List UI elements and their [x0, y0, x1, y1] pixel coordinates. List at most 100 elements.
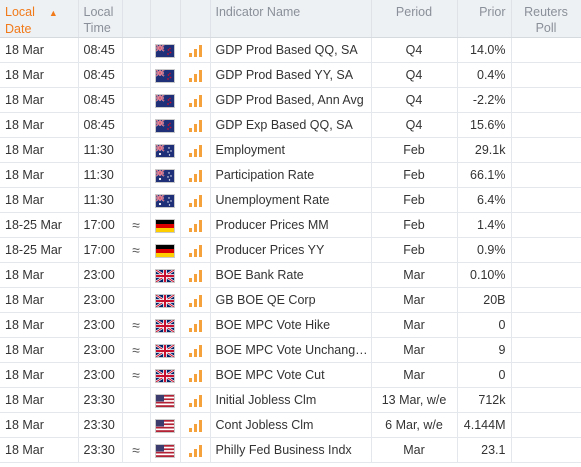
- column-header-indicator[interactable]: Indicator Name: [210, 0, 372, 38]
- table-row[interactable]: 18 Mar 11:30 Unemployment Rate Feb 6.4%: [0, 187, 581, 213]
- cell-period: Mar: [371, 437, 458, 463]
- cell-time: 17:00: [78, 212, 123, 238]
- header-reuters-line1: Reuters: [524, 5, 568, 19]
- australia-flag-icon: [155, 194, 175, 209]
- cell-date: 18 Mar: [0, 337, 79, 363]
- cell-time: 23:00: [78, 337, 123, 363]
- table-row[interactable]: 18 Mar 23:00 ≈ BOE MPC Vote Cut Mar 0: [0, 362, 581, 388]
- cell-importance: [180, 262, 211, 288]
- cell-importance: [180, 37, 211, 63]
- cell-prior: 1.4%: [457, 212, 512, 238]
- cell-reuters-poll: [511, 362, 581, 388]
- cell-indicator-name[interactable]: Philly Fed Business Indx: [210, 437, 372, 463]
- cell-period: Q4: [371, 62, 458, 88]
- cell-date: 18 Mar: [0, 87, 79, 113]
- germany-flag-icon: [155, 219, 175, 234]
- cell-importance: [180, 187, 211, 213]
- cell-prior: 23.1: [457, 437, 512, 463]
- table-row[interactable]: 18 Mar 08:45 GDP Prod Based YY, SA Q4 0.4%: [0, 62, 581, 88]
- column-header-local-time[interactable]: Local Time: [78, 0, 123, 38]
- cell-indicator-name[interactable]: GDP Prod Based QQ, SA: [210, 37, 372, 63]
- cell-prior: 0: [457, 362, 512, 388]
- column-header-period[interactable]: Period: [371, 0, 458, 38]
- cell-indicator-name[interactable]: GDP Exp Based QQ, SA: [210, 112, 372, 138]
- cell-time: 11:30: [78, 187, 123, 213]
- table-row[interactable]: 18-25 Mar 17:00 ≈ Producer Prices YY Feb 0.9%: [0, 237, 581, 263]
- cell-prior: 66.1%: [457, 162, 512, 188]
- cell-indicator-name[interactable]: BOE Bank Rate: [210, 262, 372, 288]
- cell-indicator-name[interactable]: Unemployment Rate: [210, 187, 372, 213]
- cell-prior: 6.4%: [457, 187, 512, 213]
- cell-indicator-name[interactable]: GB BOE QE Corp: [210, 287, 372, 313]
- cell-reuters-poll: [511, 187, 581, 213]
- table-row[interactable]: 18 Mar 08:45 GDP Prod Based QQ, SA Q4 14.0%: [0, 37, 581, 63]
- table-row[interactable]: 18 Mar 23:00 ≈ BOE MPC Vote Unchang… Mar 9: [0, 337, 581, 363]
- cell-indicator-name[interactable]: BOE MPC Vote Unchang…: [210, 337, 372, 363]
- cell-period: Mar: [371, 312, 458, 338]
- table-row[interactable]: 18 Mar 11:30 Employment Feb 29.1k: [0, 137, 581, 163]
- cell-prior: -2.2%: [457, 87, 512, 113]
- cell-importance: [180, 237, 211, 263]
- cell-flag: [150, 137, 181, 163]
- cell-indicator-name[interactable]: GDP Prod Based YY, SA: [210, 62, 372, 88]
- cell-prior: 29.1k: [457, 137, 512, 163]
- cell-reuters-poll: [511, 112, 581, 138]
- cell-indicator-name[interactable]: Employment: [210, 137, 372, 163]
- cell-period: Feb: [371, 212, 458, 238]
- table-row[interactable]: 18 Mar 08:45 GDP Prod Based, Ann Avg Q4 -2.2…: [0, 87, 581, 113]
- cell-importance: [180, 87, 211, 113]
- table-row[interactable]: 18 Mar 23:30 ≈ Philly Fed Business Indx Mar 2…: [0, 437, 581, 463]
- importance-bars-icon: [188, 220, 202, 233]
- cell-flag: [150, 62, 181, 88]
- table-row[interactable]: 18 Mar 23:00 GB BOE QE Corp Mar 20B: [0, 287, 581, 313]
- cell-flag: [150, 437, 181, 463]
- importance-bars-icon: [188, 420, 202, 433]
- importance-bars-icon: [188, 270, 202, 283]
- approx-icon: [122, 387, 151, 413]
- table-row[interactable]: 18 Mar 23:30 Cont Jobless Clm 6 Mar, w/e 4.1…: [0, 412, 581, 438]
- cell-flag: [150, 37, 181, 63]
- cell-indicator-name[interactable]: GDP Prod Based, Ann Avg: [210, 87, 372, 113]
- importance-bars-icon: [188, 345, 202, 358]
- cell-indicator-name[interactable]: Participation Rate: [210, 162, 372, 188]
- importance-bars-icon: [188, 295, 202, 308]
- cell-period: Feb: [371, 237, 458, 263]
- header-local-date-line2: Date: [5, 22, 32, 36]
- table-row[interactable]: 18 Mar 23:30 Initial Jobless Clm 13 Mar, w/…: [0, 387, 581, 413]
- cell-indicator-name[interactable]: BOE MPC Vote Cut: [210, 362, 372, 388]
- cell-indicator-name[interactable]: Producer Prices MM: [210, 212, 372, 238]
- cell-indicator-name[interactable]: BOE MPC Vote Hike: [210, 312, 372, 338]
- cell-flag: [150, 337, 181, 363]
- cell-period: Feb: [371, 187, 458, 213]
- cell-time: 23:00: [78, 287, 123, 313]
- column-header-prior[interactable]: Prior: [457, 0, 512, 38]
- cell-date: 18 Mar: [0, 262, 79, 288]
- cell-time: 23:00: [78, 262, 123, 288]
- table-body: 18 Mar 08:45 GDP Prod Based QQ, SA Q4 14.0% 1…: [0, 37, 581, 463]
- approx-icon: [122, 87, 151, 113]
- column-header-flag: [150, 0, 181, 38]
- table-row[interactable]: 18 Mar 11:30 Participation Rate Feb 66.1%: [0, 162, 581, 188]
- header-period-label: Period: [395, 5, 433, 19]
- cell-indicator-name[interactable]: Initial Jobless Clm: [210, 387, 372, 413]
- table-row[interactable]: 18 Mar 23:00 BOE Bank Rate Mar 0.10%: [0, 262, 581, 288]
- cell-indicator-name[interactable]: Cont Jobless Clm: [210, 412, 372, 438]
- cell-time: 23:30: [78, 387, 123, 413]
- importance-bars-icon: [188, 195, 202, 208]
- importance-bars-icon: [188, 445, 202, 458]
- column-header-reuters-poll[interactable]: Reuters Poll: [511, 0, 581, 38]
- cell-indicator-name[interactable]: Producer Prices YY: [210, 237, 372, 263]
- header-reuters-line2: Poll: [535, 21, 557, 35]
- sort-asc-icon[interactable]: ▲: [48, 8, 58, 18]
- cell-importance: [180, 337, 211, 363]
- cell-period: Feb: [371, 137, 458, 163]
- column-header-local-date[interactable]: Local ▲ Date: [0, 0, 79, 38]
- uk-flag-icon: [155, 369, 175, 384]
- header-local-time-line2: Time: [83, 21, 111, 35]
- cell-period: 13 Mar, w/e: [371, 387, 458, 413]
- table-row[interactable]: 18 Mar 23:00 ≈ BOE MPC Vote Hike Mar 0: [0, 312, 581, 338]
- table-row[interactable]: 18-25 Mar 17:00 ≈ Producer Prices MM Feb 1.4%: [0, 212, 581, 238]
- table-row[interactable]: 18 Mar 08:45 GDP Exp Based QQ, SA Q4 15.6%: [0, 112, 581, 138]
- uk-flag-icon: [155, 319, 175, 334]
- cell-flag: [150, 112, 181, 138]
